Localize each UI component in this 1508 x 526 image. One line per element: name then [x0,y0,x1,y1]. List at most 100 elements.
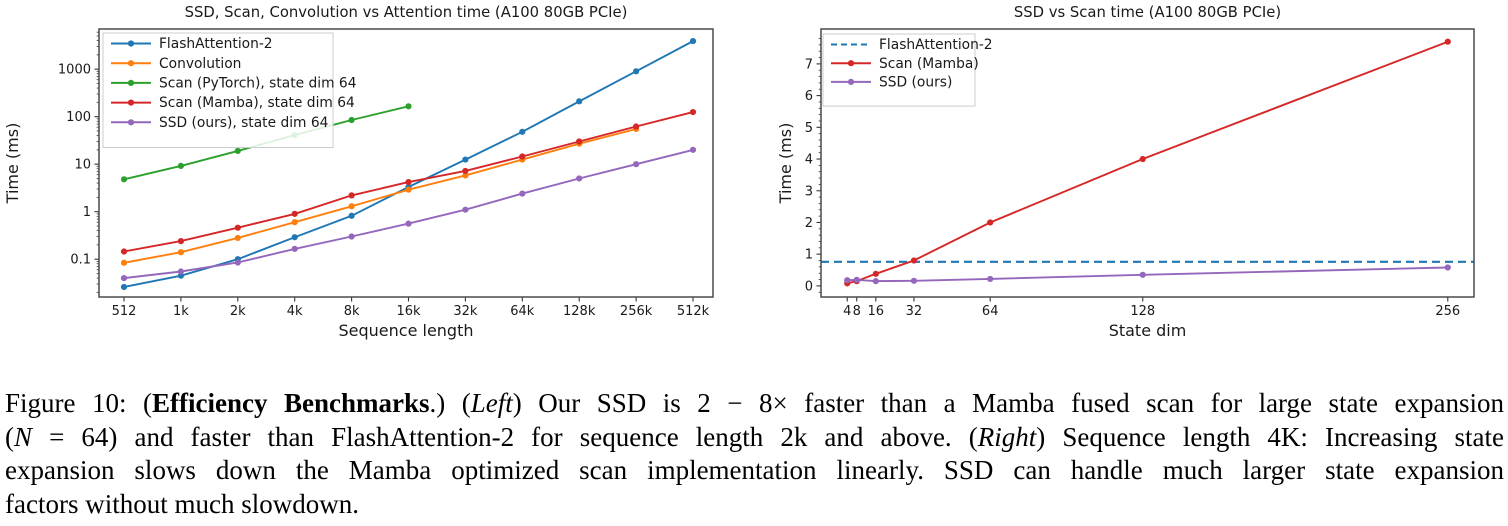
series-line-ssd-ours- [847,266,1448,283]
data-point [987,275,994,283]
axes: 0.1 1 10 100 1000 512 1k 2k 4k 8k 16k 32k 64k 128k 256… [58,31,710,319]
data-point [405,220,412,227]
legend-label: Scan (Mamba) [879,56,979,72]
caption-segment: = 64) and faster than FlashAttention-2 f… [32,421,978,452]
legend-box [822,33,976,107]
series-line-convolution [123,128,637,264]
data-point [633,161,640,168]
x-tick-label: 2k [230,304,246,319]
data-point [1444,264,1451,271]
x-tick-label: 256k [620,304,653,319]
legend-sample-marker [847,60,855,67]
caption-line: (N = 64) and faster than FlashAttention-… [5,421,1504,455]
x-tick-label: 1k [173,304,189,319]
legend-label: SSD (ours) [879,75,952,91]
y-tick-label: 7 [805,57,813,72]
figure-caption: Figure 10: (Efficiency Benchmarks.) (Lef… [5,387,1504,521]
y-tick-label: 3 [805,184,813,199]
data-point [177,249,184,256]
data-point [291,210,298,217]
data-point [519,190,526,197]
y-tick-label: 10 [74,158,91,173]
caption-segment: Left [470,388,513,418]
left-chart: 0.1 1 10 100 1000 512 1k 2k 4k 8k 16k 32k 64k 128k 256… [3,4,714,340]
y-tick-label: 1 [805,248,813,263]
legend-sample-marker [127,40,135,47]
caption-segment: expansion slows down the Mamba optimized… [5,455,1504,486]
x-tick-label: 4 [843,304,851,319]
caption-segment: Figure 10: ( [5,388,152,418]
data-point [633,123,640,130]
data-point [576,175,583,182]
data-point [291,234,298,241]
data-point [177,268,184,275]
plot-frame [820,28,1475,298]
legend-sample-marker [127,119,135,126]
data-point [872,278,879,285]
data-point [462,206,469,213]
caption-segment: ) Our SSD is 2 − 8× faster than a Mamba … [512,388,1504,418]
x-tick-label: 512 [112,304,137,319]
data-point [120,248,128,255]
data-point [462,156,469,163]
caption-line: factors without much slowdown. [5,488,1504,522]
data-point [291,245,298,252]
series-ssd-ours-state-dim-64 [120,146,697,282]
data-point [405,103,412,110]
y-tick-label: 6 [805,89,813,104]
x-tick-label: 128 [1130,304,1155,319]
data-point [1139,155,1146,163]
legend-label: Scan (Mamba), state dim 64 [159,95,355,111]
x-tick-label: 64k [510,304,535,319]
y-tick-label: 0.1 [70,253,91,268]
data-point [462,172,469,179]
data-point [348,203,355,210]
data-point [519,153,526,160]
y-tick-label: 2 [805,216,813,231]
legend-label: FlashAttention-2 [159,36,273,52]
x-tick-label: 128k [563,304,596,319]
data-point [910,277,918,284]
series-line-ssd-ours-state-dim-64 [123,148,694,280]
data-point [576,98,583,105]
data-point [120,283,128,291]
series [120,37,697,291]
data-point [120,259,128,266]
y-tick-label: 1 [83,205,91,220]
x-tick-label: 32 [906,304,923,319]
series [821,38,1474,287]
data-point [177,162,184,169]
data-point [689,146,697,153]
y-tick-label: 1000 [58,63,91,78]
data-point [120,176,128,183]
x-tick-label: 512k [677,304,710,319]
legend-sample-marker [847,78,855,85]
x-tick-label: 32k [453,304,478,319]
data-point [177,238,184,245]
data-point [348,192,355,199]
data-point [1444,38,1451,45]
x-tick-label: 8k [344,304,360,319]
y-tick-label: 5 [805,121,813,136]
legend-sample-marker [127,60,135,67]
y-axis-label: Time (ms) [776,123,795,205]
x-axis-label: Sequence length [338,321,473,340]
data-point [291,219,298,226]
x-tick-label: 16 [868,304,885,319]
y-tick-label: 100 [66,110,91,125]
data-point [844,277,851,284]
data-point [234,234,241,242]
caption-segment: Right [977,421,1037,452]
y-tick-label: 0 [805,279,813,294]
y-axis-label: Time (ms) [3,123,22,205]
data-point [1139,271,1146,278]
data-point [348,233,355,240]
legend-label: FlashAttention-2 [879,37,993,53]
chart-title: SSD vs Scan time (A100 80GB PCIe) [1014,4,1281,21]
caption-segment: N [14,421,33,452]
legend-label: Scan (PyTorch), state dim 64 [159,76,356,92]
x-axis-label: State dim [1109,321,1187,340]
